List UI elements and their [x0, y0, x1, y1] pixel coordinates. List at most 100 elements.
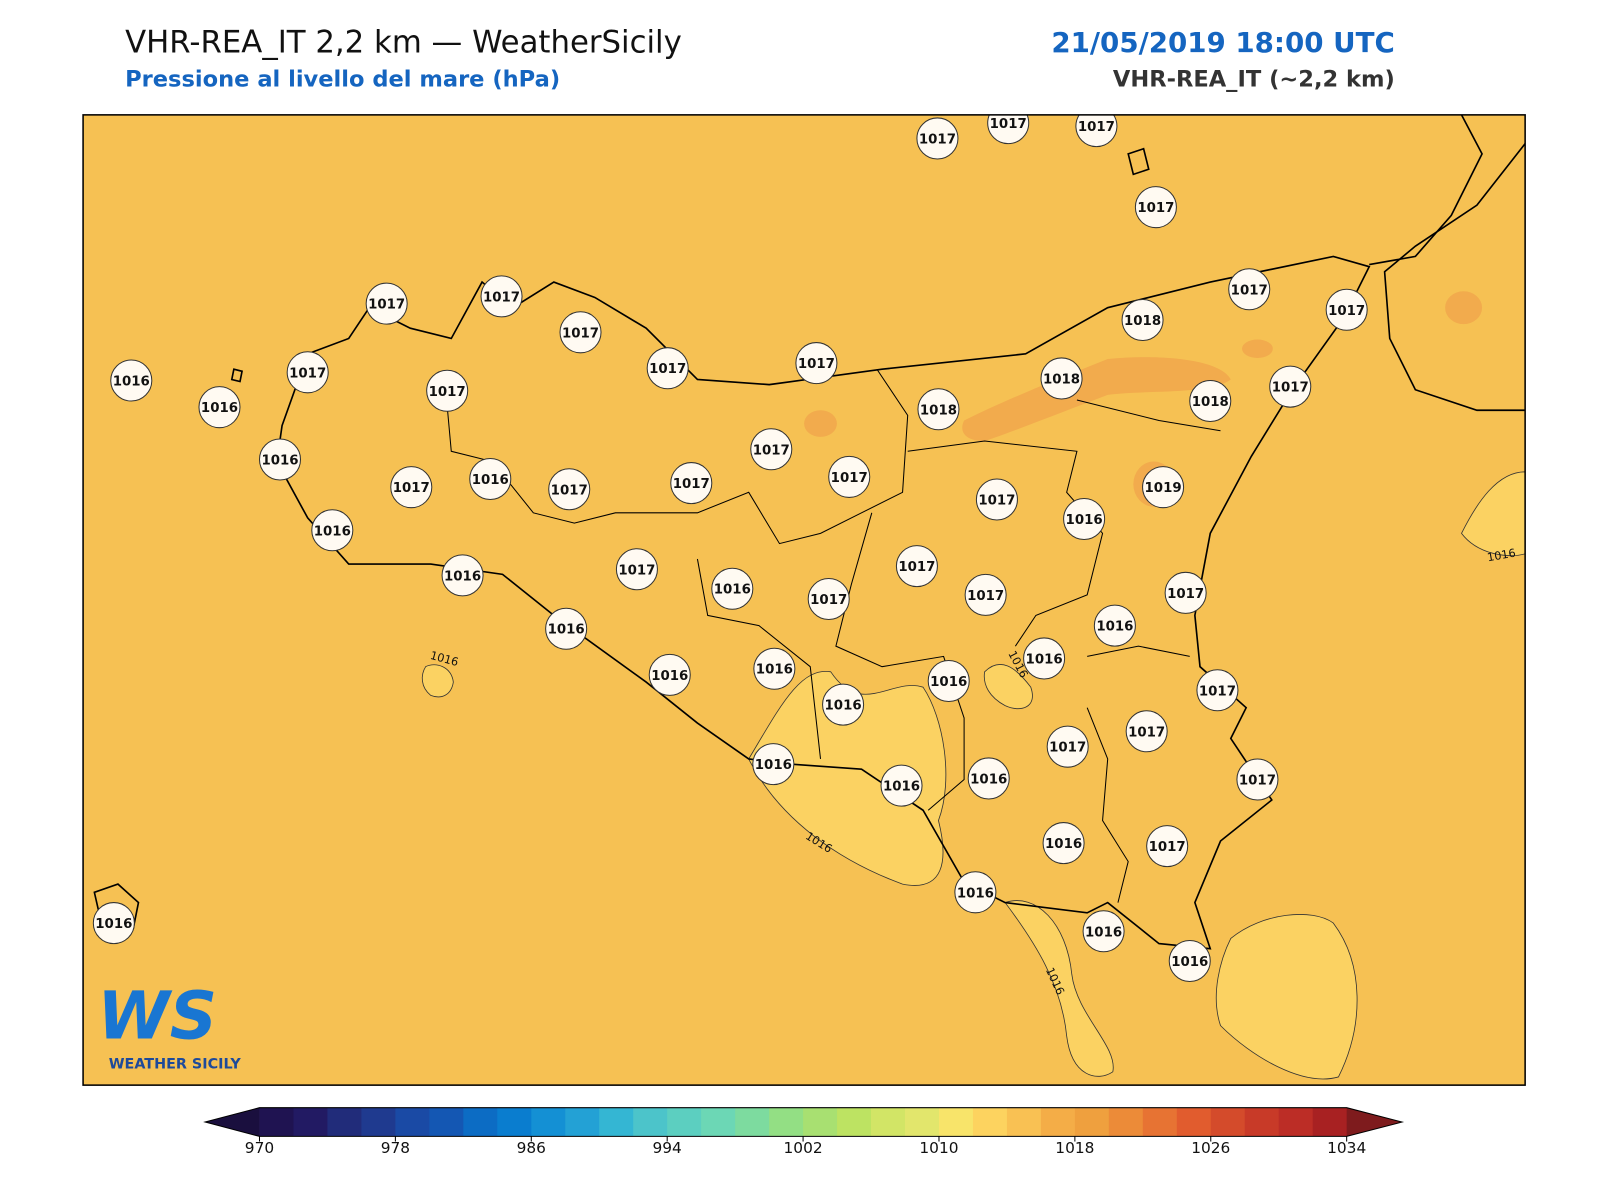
station-marker	[975, 478, 1018, 521]
station-marker	[548, 468, 591, 511]
station-value: 1016	[444, 569, 481, 584]
station-marker	[198, 386, 241, 429]
station-marker	[1134, 186, 1177, 229]
station-value: 1017	[798, 357, 835, 372]
station-marker	[1189, 380, 1232, 423]
station-marker	[1063, 497, 1106, 540]
station-marker	[286, 351, 329, 394]
station-marker	[1121, 298, 1164, 342]
station-marker	[441, 554, 484, 597]
colorbar-segment	[938, 1107, 974, 1137]
station-marker	[559, 311, 602, 354]
station-marker	[1082, 910, 1125, 953]
station-value: 1017	[1328, 304, 1365, 319]
station-value: 1017	[562, 326, 599, 341]
station-marker	[954, 871, 997, 914]
colorbar-segment	[599, 1107, 634, 1137]
colorbar: 970 978 986 994 1002 1010 1018 1026 1034	[203, 1107, 1405, 1157]
station-marker	[1093, 604, 1136, 647]
colorbar-segment	[565, 1107, 600, 1137]
colorbar-segment	[531, 1107, 566, 1137]
colorbar-tick-label: 1002	[784, 1139, 823, 1157]
model-label: VHR-REA_IT (~2,2 km)	[1113, 67, 1395, 93]
subtitle: Pressione al livello del mare (hPa)	[125, 67, 560, 93]
station-value: 1017	[368, 298, 405, 313]
colorbar-tick-label: 1018	[1055, 1139, 1094, 1157]
station-value: 1017	[1199, 684, 1236, 699]
contour-1016	[421, 471, 1526, 1080]
station-value: 1016	[957, 886, 994, 901]
station-value: 1016	[1066, 513, 1103, 528]
station-value: 1017	[753, 443, 790, 458]
station-value: 1017	[831, 471, 868, 486]
colorbar-segment	[905, 1107, 940, 1137]
station-value: 1016	[1045, 837, 1082, 852]
station-value: 1017	[618, 563, 655, 578]
station-marker	[822, 683, 865, 726]
station-marker	[1125, 710, 1168, 753]
station-value: 1016	[113, 375, 150, 390]
station-marker	[927, 660, 970, 703]
station-value: 1017	[483, 290, 520, 305]
station-marker	[390, 466, 433, 509]
colorbar-segment	[327, 1107, 362, 1137]
logo-mark: WS	[97, 979, 217, 1055]
station-value: 1016	[756, 663, 793, 678]
colorbar-tick-label: 1010	[919, 1139, 958, 1157]
station-value: 1018	[920, 403, 957, 418]
station-value: 1017	[978, 494, 1015, 509]
station-marker	[1146, 825, 1189, 868]
colorbar-segment	[361, 1107, 396, 1137]
station-value: 1016	[1026, 652, 1063, 667]
colorbar-segment	[769, 1107, 804, 1137]
colorbar-tick-label: 970	[245, 1139, 274, 1157]
station-value: 1019	[1145, 481, 1182, 496]
station-value: 1017	[1149, 840, 1186, 855]
station-marker	[1236, 758, 1279, 801]
station-marker	[753, 647, 796, 690]
station-value: 1017	[1128, 725, 1165, 740]
station-value: 1018	[1124, 314, 1161, 329]
station-marker	[469, 457, 512, 500]
station-marker	[110, 359, 153, 402]
station-marker	[1168, 940, 1211, 983]
colorbar-segment	[429, 1107, 464, 1137]
station-marker	[916, 117, 959, 160]
station-marker	[750, 428, 793, 471]
logo: WS WEATHER SICILY	[97, 979, 241, 1073]
station-marker	[711, 567, 754, 610]
colorbar-segment	[293, 1107, 328, 1137]
colorbar-under	[205, 1107, 260, 1137]
station-marker	[1075, 114, 1118, 148]
station-marker	[646, 347, 689, 390]
station-marker	[258, 438, 302, 481]
colorbar-segment	[1074, 1107, 1110, 1137]
station-marker	[1040, 357, 1083, 400]
station-marker	[964, 573, 1007, 616]
station-marker	[1228, 268, 1271, 311]
colorbar-over	[1346, 1107, 1403, 1137]
station-marker	[615, 548, 658, 591]
station-value: 1018	[1192, 395, 1229, 410]
station-value: 1016	[825, 699, 862, 714]
station-value: 1016	[261, 454, 298, 469]
colorbar-segment	[259, 1107, 294, 1137]
station-marker	[880, 764, 923, 807]
colorbar-segment	[803, 1107, 838, 1137]
station-value: 1016	[1096, 620, 1133, 635]
colorbar-tick-label: 978	[381, 1139, 410, 1157]
map-area: 1017 1017 1017 1017 1017 1017 1018 1017 1017 1017…	[83, 114, 1526, 1086]
colorbar-segment	[1210, 1107, 1246, 1137]
station-marker	[1142, 466, 1185, 509]
station-value: 1017	[990, 117, 1027, 132]
station-value: 1017	[1049, 741, 1086, 756]
station-marker	[917, 388, 960, 431]
station-value: 1016	[755, 758, 792, 773]
colorbar-segment	[871, 1107, 906, 1137]
map-frame	[82, 114, 1526, 1086]
station-marker	[648, 653, 691, 696]
station-marker	[752, 743, 795, 786]
colorbar-segment	[1278, 1107, 1314, 1137]
